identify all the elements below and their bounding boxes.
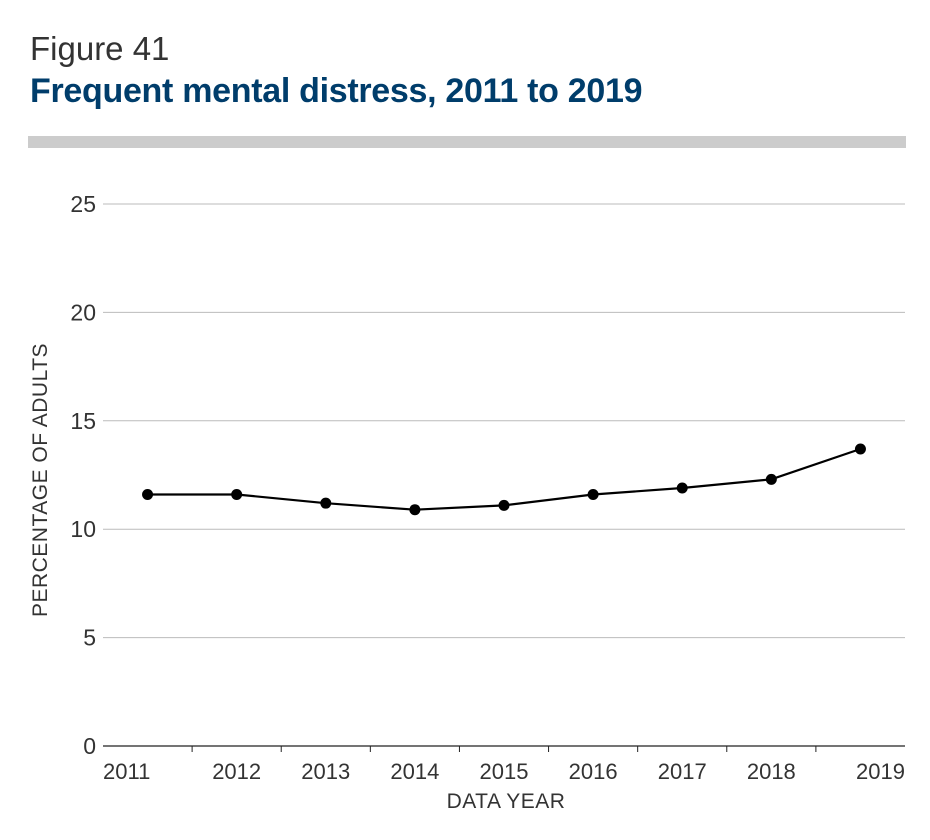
y-tick-label: 15 bbox=[70, 408, 96, 434]
gridlines bbox=[103, 203, 905, 639]
x-tick-label: 2017 bbox=[658, 759, 707, 784]
x-tick-label: 2016 bbox=[569, 759, 618, 784]
data-point bbox=[409, 504, 421, 516]
x-tick-label: 2019 bbox=[856, 759, 905, 784]
data-points bbox=[142, 443, 866, 516]
x-tick-label: 2018 bbox=[747, 759, 796, 784]
data-point bbox=[320, 497, 332, 509]
header-divider bbox=[28, 136, 906, 148]
y-axis-label: PERCENTAGE OF ADULTS bbox=[29, 343, 52, 617]
data-point bbox=[765, 473, 777, 485]
y-tick-label: 10 bbox=[70, 516, 96, 542]
x-axis-label: DATA YEAR bbox=[447, 790, 566, 813]
data-point bbox=[142, 489, 154, 501]
chart-title: Frequent mental distress, 2011 to 2019 bbox=[30, 72, 643, 110]
data-point bbox=[676, 482, 688, 494]
x-tick-label: 2014 bbox=[390, 759, 439, 784]
x-tick-label: 2012 bbox=[212, 759, 261, 784]
x-axis-ticks: 2011 2012 2013 2014 2015 2016 2017 2018 2019 bbox=[103, 746, 905, 784]
data-point bbox=[854, 443, 866, 455]
x-tick-label: 2015 bbox=[480, 759, 529, 784]
y-tick-label: 5 bbox=[83, 625, 96, 651]
figure-label: Figure 41 bbox=[30, 30, 170, 67]
x-tick-label: 2013 bbox=[301, 759, 350, 784]
data-point bbox=[587, 489, 599, 501]
x-tick-label: 2011 bbox=[103, 759, 150, 784]
y-axis-ticks: 0 5 10 15 20 25 bbox=[70, 191, 96, 759]
data-point bbox=[498, 499, 510, 511]
y-tick-label: 20 bbox=[70, 299, 96, 325]
y-tick-label: 0 bbox=[83, 733, 96, 759]
y-tick-label: 25 bbox=[70, 191, 96, 217]
data-point bbox=[231, 489, 243, 501]
